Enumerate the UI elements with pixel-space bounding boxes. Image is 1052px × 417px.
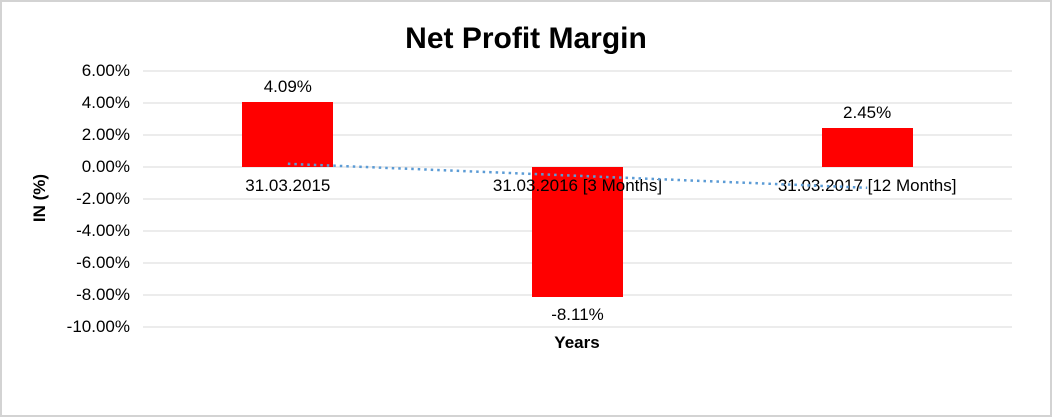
- y-tick-label: 6.00%: [81, 61, 130, 80]
- bar: [821, 127, 913, 167]
- y-tick-label: -8.00%: [76, 285, 130, 304]
- data-label: 4.09%: [263, 76, 312, 96]
- y-tick-label: 0.00%: [81, 157, 130, 176]
- x-category-label: 31.03.2016 [3 Months]: [492, 176, 663, 195]
- y-tick-label: -10.00%: [66, 317, 130, 336]
- y-tick-label: -4.00%: [76, 221, 130, 240]
- bar: [242, 101, 334, 167]
- y-tick-label: -6.00%: [76, 253, 130, 272]
- y-tick-label: -2.00%: [76, 189, 130, 208]
- x-category-label: 31.03.2015: [245, 176, 331, 195]
- x-axis-title: Years: [554, 333, 600, 352]
- y-tick-label: 4.00%: [81, 93, 130, 112]
- x-category-label: 31.03.2017 [12 Months]: [777, 176, 957, 195]
- data-label: -8.11%: [551, 304, 604, 324]
- data-label: 2.45%: [843, 102, 892, 122]
- chart-title: Net Profit Margin: [405, 22, 647, 55]
- y-tick-label: 2.00%: [81, 125, 130, 144]
